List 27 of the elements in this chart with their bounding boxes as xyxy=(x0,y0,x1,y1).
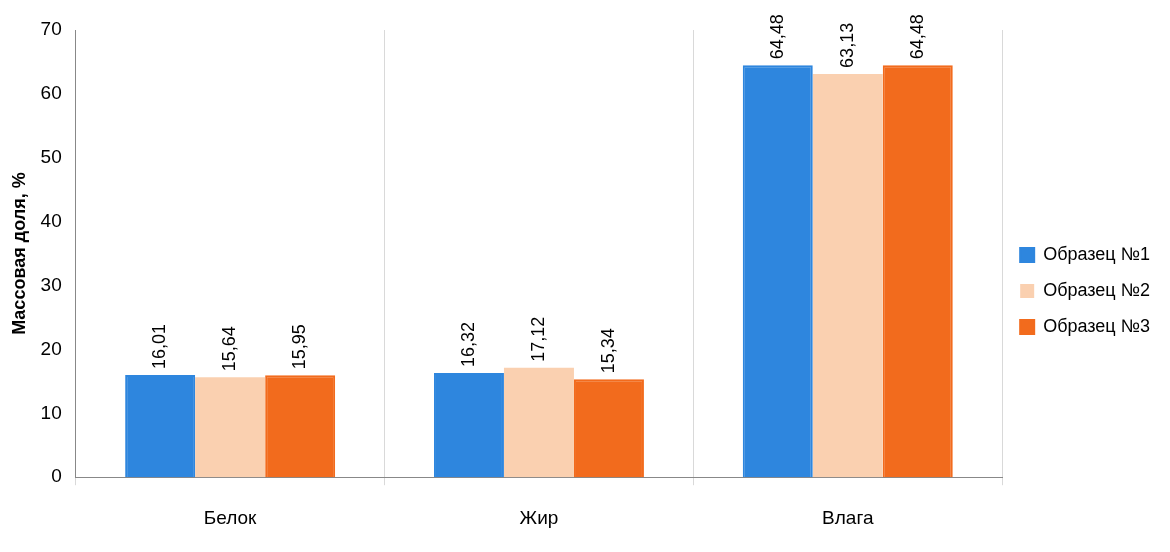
data-label: 15,95 xyxy=(289,324,310,370)
data-label: 15,34 xyxy=(597,328,618,374)
y-tick-label: 60 xyxy=(40,82,62,104)
bar xyxy=(812,73,883,478)
y-tick-label: 50 xyxy=(40,146,62,168)
x-tick-label: Влага xyxy=(822,506,874,528)
data-label: 15,64 xyxy=(219,326,240,372)
legend-label: Образец №2 xyxy=(1043,279,1151,300)
data-label: 16,32 xyxy=(457,321,478,367)
legend-label: Образец №3 xyxy=(1043,315,1151,336)
data-label: 64,48 xyxy=(766,14,787,60)
y-tick-label: 20 xyxy=(40,337,62,359)
bar xyxy=(503,367,574,478)
y-tick-label: 70 xyxy=(40,18,62,40)
data-label: 16,01 xyxy=(149,323,170,369)
data-label: 64,48 xyxy=(906,14,927,60)
x-tick-label: Жир xyxy=(519,506,559,528)
data-label: 63,13 xyxy=(836,22,857,68)
y-axis-title: Массовая доля, % xyxy=(8,172,29,335)
legend-label: Образец №1 xyxy=(1043,243,1151,264)
y-tick-label: 30 xyxy=(40,273,62,295)
y-tick-label: 10 xyxy=(40,401,62,423)
y-tick-label: 0 xyxy=(51,465,62,487)
data-label: 17,12 xyxy=(527,316,548,362)
y-tick-label: 40 xyxy=(40,209,62,231)
bar xyxy=(195,377,266,478)
x-tick-label: Белок xyxy=(203,506,258,528)
